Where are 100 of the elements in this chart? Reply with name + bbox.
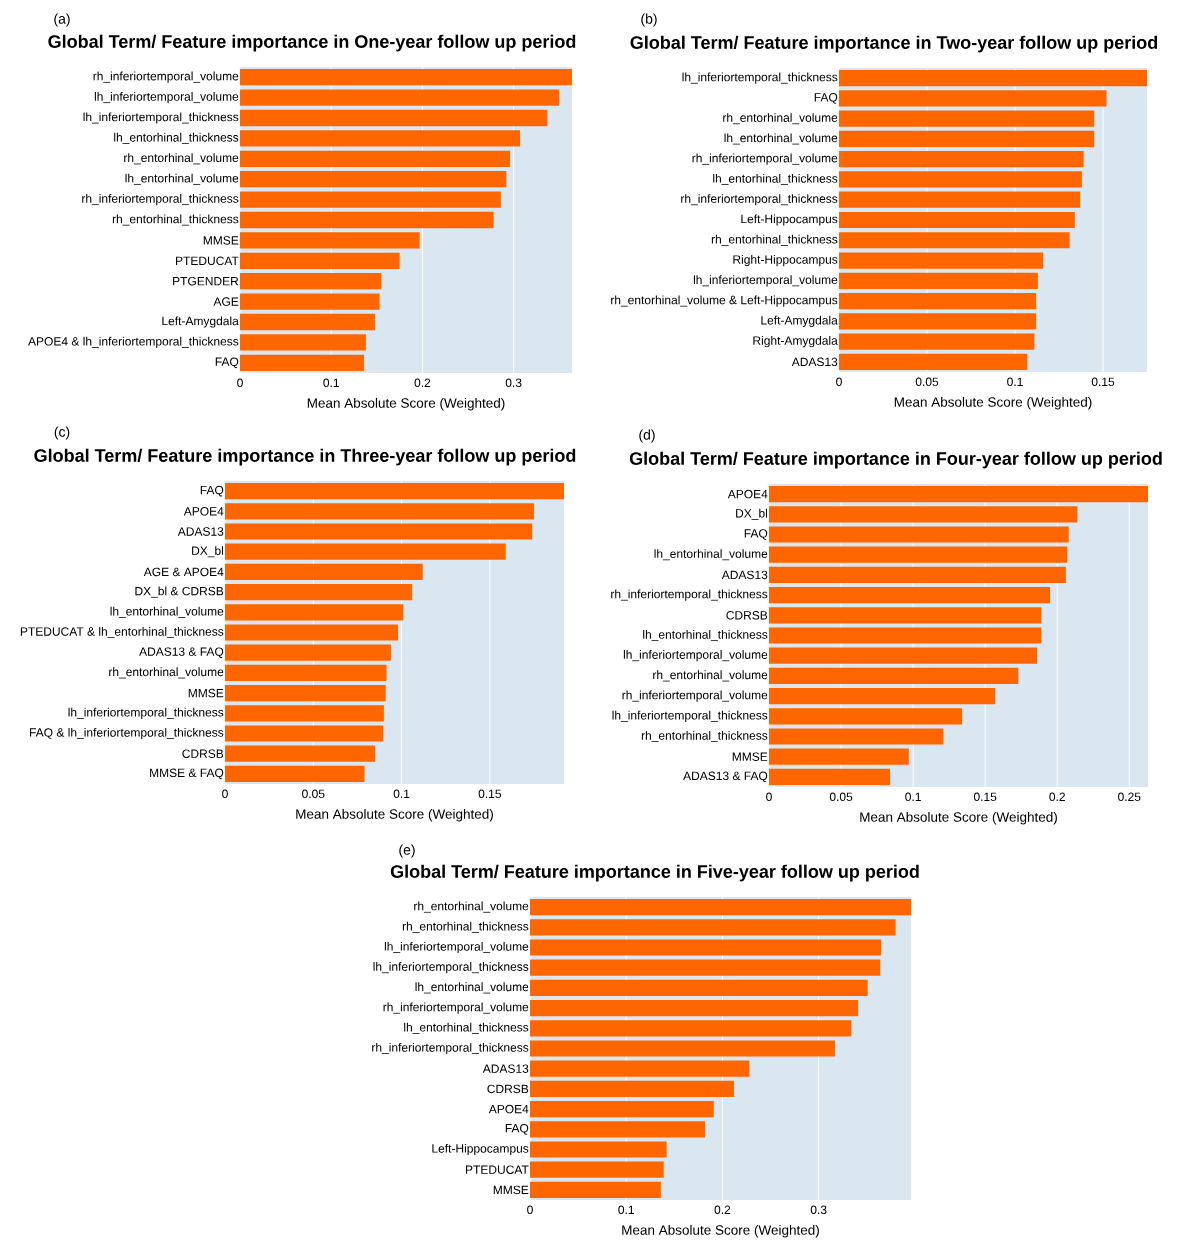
y-tick-label: MMSE [188, 688, 224, 698]
x-axis-title: Mean Absolute Score (Weighted) [894, 396, 1092, 410]
chart-title: Global Term/ Feature importance in Five-year follow up period [390, 864, 919, 882]
bar [240, 334, 366, 351]
y-tick-label: ADAS13 [721, 570, 768, 580]
bar [769, 627, 1042, 644]
y-tick-label: PTEDUCAT & lh_entorhinal_thickness [20, 626, 224, 639]
bar [839, 211, 1075, 229]
bar [839, 292, 1037, 310]
chart-title: Global Term/ Feature importance in Four-year follow up period [629, 451, 1162, 469]
bar [225, 604, 404, 621]
bar [240, 89, 560, 106]
bar [240, 150, 510, 167]
bar [225, 483, 564, 500]
y-tick-label: lh_inferiortemporal_volume [693, 275, 838, 287]
bar [240, 109, 548, 127]
y-tick-label: CDRSB [487, 1084, 529, 1094]
bar [225, 745, 376, 762]
y-tick-label: FAQ & lh_inferiortemporal_thickness [30, 727, 224, 740]
x-tick-label: 0.15 [973, 792, 997, 802]
bar [530, 1060, 750, 1077]
bar [240, 354, 365, 371]
bar [225, 543, 506, 560]
y-tick-label: CDRSB [726, 611, 768, 620]
y-tick-label: ADAS13 & FAQ [683, 771, 768, 783]
x-tick-label: 0.1 [618, 1205, 634, 1215]
bar [225, 725, 384, 742]
bar [225, 644, 391, 661]
y-tick-label: rh_entorhinal_thickness [402, 921, 529, 933]
bar [769, 587, 1051, 604]
x-tick-label: 0.15 [478, 789, 502, 799]
y-tick-label: rh_inferiortemporal_thickness [372, 1042, 529, 1055]
x-tick-label: 0.05 [829, 792, 853, 802]
bar [530, 1000, 859, 1017]
x-tick-label: 0 [766, 792, 772, 802]
x-axis-title: Mean Absolute Score (Weighted) [622, 1224, 819, 1238]
bar [839, 313, 1037, 330]
y-tick-label: PTEDUCAT [466, 1165, 529, 1174]
x-axis-title: Mean Absolute Score (Weighted) [860, 811, 1057, 825]
y-tick-label: Left-Hippocampus [741, 214, 838, 226]
text: (b) [641, 13, 657, 27]
bar [240, 191, 501, 208]
bar [839, 130, 1095, 148]
chart-title: Global Term/ Feature importance in Two-year follow up period [630, 35, 1158, 53]
bar [240, 211, 494, 229]
y-tick-label: DX_bl & CDRSB [135, 586, 224, 598]
y-tick-label: MMSE [493, 1185, 529, 1195]
y-tick-label: rh_inferiortemporal_thickness [82, 194, 239, 206]
bar [839, 151, 1084, 168]
bar [530, 959, 881, 976]
y-tick-label: ADAS13 & FAQ [139, 647, 224, 659]
bar [839, 353, 1028, 370]
y-tick-label: lh_entorhinal_thickness [114, 132, 239, 144]
y-tick-label: DX_bl [736, 508, 767, 520]
bar [240, 252, 400, 269]
x-tick-label: 0.05 [915, 377, 939, 387]
bar [769, 748, 909, 765]
bar [839, 110, 1095, 127]
y-tick-label: ADAS13 [482, 1064, 529, 1073]
bar [769, 486, 1148, 503]
bar [530, 1101, 714, 1118]
x-tick-label: 0.1 [1007, 377, 1023, 387]
bar [769, 708, 963, 725]
y-tick-label: lh_inferiortemporal_thickness [68, 707, 224, 719]
bar [839, 232, 1070, 249]
y-tick-label: DX_bl [192, 546, 223, 558]
y-tick-label: MMSE & FAQ [150, 768, 224, 780]
bar [530, 1080, 734, 1097]
x-tick-label: 0.05 [302, 789, 325, 799]
y-tick-label: lh_entorhinal_thickness [404, 1022, 529, 1034]
x-tick-label: 0 [527, 1205, 533, 1215]
bar [225, 765, 365, 782]
y-tick-label: MMSE [203, 236, 239, 245]
y-tick-label: APOE4 [488, 1104, 529, 1114]
bar [530, 1020, 852, 1037]
bar [839, 272, 1038, 289]
y-tick-label: FAQ [744, 529, 768, 540]
bar [240, 130, 521, 147]
bar [769, 506, 1078, 523]
y-tick-label: rh_inferiortemporal_volume [692, 153, 838, 165]
y-tick-label: FAQ [215, 357, 239, 369]
x-tick-label: 0.1 [393, 789, 410, 799]
x-tick-label: 0.1 [905, 792, 921, 802]
x-tick-label: 0.3 [505, 378, 522, 388]
bar [530, 1040, 835, 1057]
bar [225, 624, 399, 641]
bar [769, 688, 996, 705]
y-tick-label: lh_inferiortemporal_thickness [612, 710, 768, 722]
bar [530, 1121, 706, 1138]
text: (d) [639, 429, 655, 443]
y-tick-label: FAQ [200, 485, 224, 497]
bar [769, 768, 891, 785]
y-tick-label: lh_entorhinal_volume [125, 173, 239, 185]
bar [240, 313, 375, 331]
bar [225, 523, 533, 540]
y-tick-label: ADAS13 [791, 357, 838, 367]
bar [530, 1141, 667, 1158]
y-tick-label: lh_inferiortemporal_thickness [83, 112, 239, 124]
x-tick-label: 0 [237, 378, 243, 388]
y-tick-label: Left-Hippocampus [432, 1143, 529, 1156]
